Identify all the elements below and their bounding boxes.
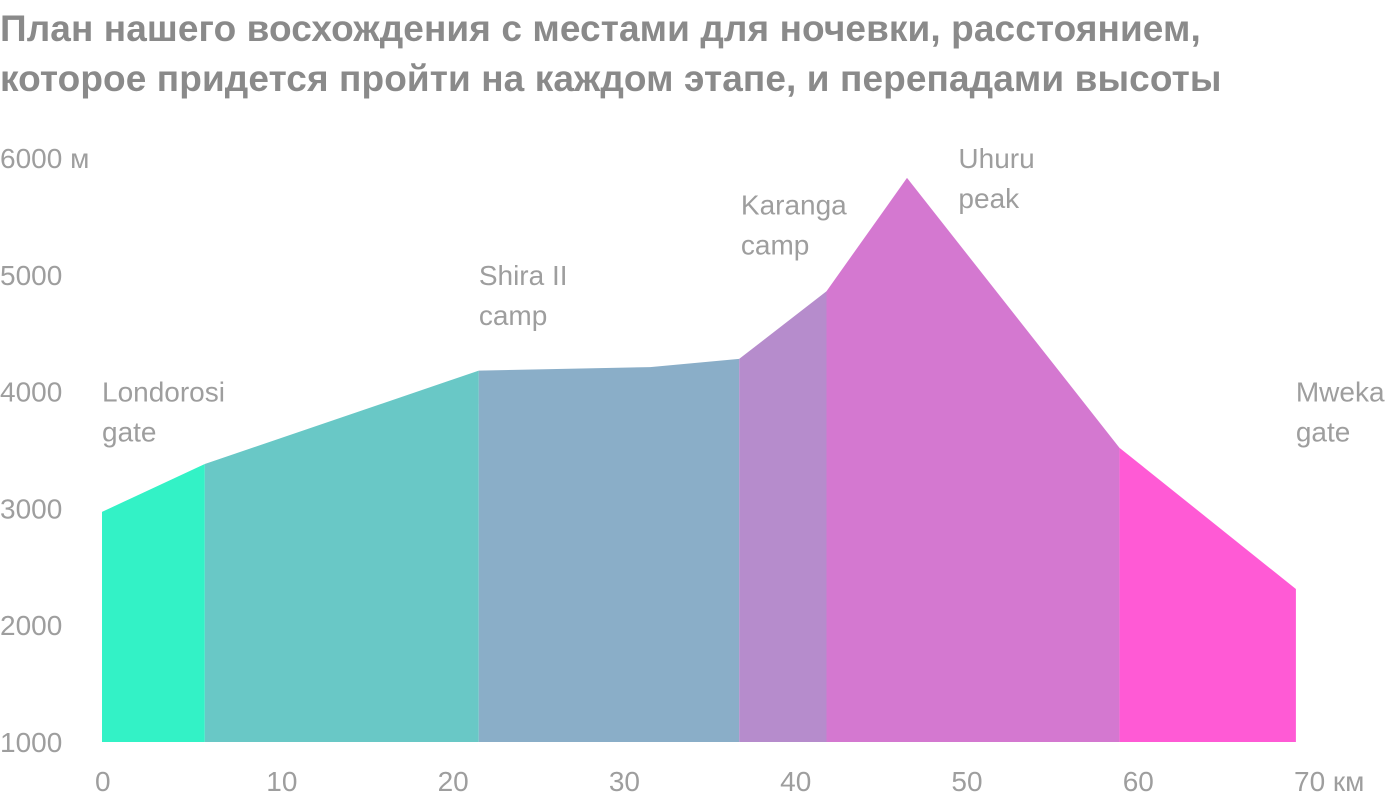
elevation-segment-4 bbox=[739, 291, 827, 742]
y-tick-label: 4000 bbox=[0, 377, 62, 408]
camp-label: Karanga camp bbox=[741, 190, 847, 261]
x-tick-label: 70 км bbox=[1294, 766, 1364, 797]
y-tick-label: 3000 bbox=[0, 493, 62, 524]
x-tick-label: 40 bbox=[780, 766, 811, 797]
elevation-segment-5 bbox=[826, 177, 1120, 742]
camp-label: Uhuru peak bbox=[958, 143, 1034, 214]
chart-title: План нашего восхождения с местами для но… bbox=[0, 4, 1400, 104]
elevation-segment-6 bbox=[1119, 447, 1296, 742]
x-tick-label: 60 bbox=[1123, 766, 1154, 797]
y-tick-label: 6000 м bbox=[0, 143, 89, 174]
elevation-segment-2 bbox=[204, 370, 479, 742]
y-tick-label: 5000 bbox=[0, 260, 62, 291]
elevation-segment-3 bbox=[478, 358, 740, 742]
y-axis: 1000 2000 3000 4000 5000 6000 м bbox=[0, 143, 89, 758]
elevation-areas bbox=[102, 177, 1296, 742]
chart-title-line-1: План нашего восхождения с местами для но… bbox=[0, 8, 1201, 49]
camp-label: Londorosi gate bbox=[102, 377, 225, 448]
x-tick-label: 30 bbox=[609, 766, 640, 797]
x-tick-label: 10 bbox=[266, 766, 297, 797]
camp-label: Mweka gate bbox=[1296, 377, 1385, 448]
y-tick-label: 2000 bbox=[0, 610, 62, 641]
camp-label: Shira II camp bbox=[479, 260, 568, 331]
x-tick-label: 20 bbox=[438, 766, 469, 797]
chart-title-line-2: которое придется пройти на каждом этапе,… bbox=[0, 58, 1222, 99]
x-axis: 0 10 20 30 40 50 60 70 км bbox=[95, 766, 1364, 797]
x-tick-label: 50 bbox=[951, 766, 982, 797]
y-tick-label: 1000 bbox=[0, 727, 62, 758]
x-tick-label: 0 bbox=[95, 766, 111, 797]
annotations: Londorosi gate Shira II camp Karanga camp Uhur… bbox=[102, 143, 1385, 448]
elevation-segment-1 bbox=[102, 464, 205, 742]
